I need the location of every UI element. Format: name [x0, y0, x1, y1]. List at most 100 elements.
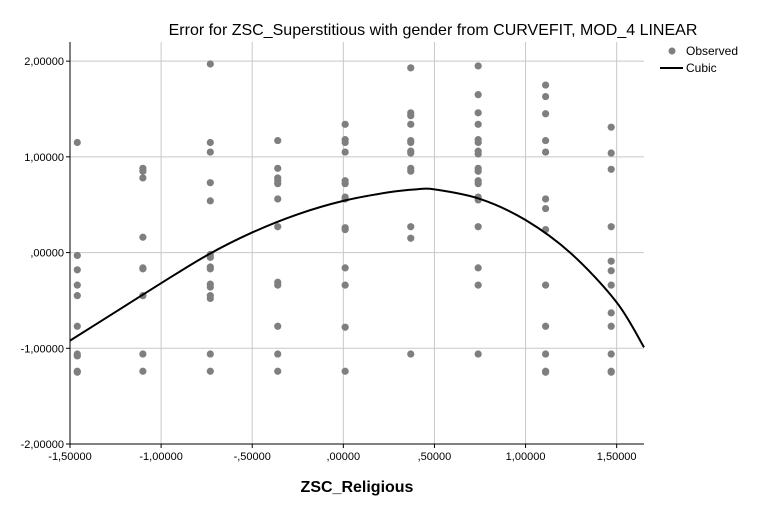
observed-point — [274, 367, 282, 375]
observed-point — [542, 92, 550, 101]
x-tick-label: -1,50000 — [48, 451, 91, 463]
legend-observed-marker — [668, 47, 676, 55]
observed-point — [474, 350, 482, 358]
observed-point — [474, 150, 482, 158]
observed-point — [341, 264, 349, 272]
y-tick-labels: -2,00000 -1,00000 ,00000 1,00000 2,00000 — [21, 56, 70, 451]
axes — [69, 42, 644, 445]
x-tick-label: -1,00000 — [139, 451, 182, 463]
observed-point — [341, 138, 349, 147]
observed-point — [139, 350, 147, 358]
observed-point — [407, 112, 415, 120]
x-tick-label: ,50000 — [418, 451, 452, 463]
observed-point — [474, 138, 482, 147]
observed-point — [73, 368, 81, 376]
observed-point — [607, 309, 615, 317]
observed-point — [607, 281, 615, 289]
observed-point — [73, 281, 81, 289]
observed-point — [139, 233, 147, 241]
observed-series — [73, 60, 615, 376]
observed-point — [274, 136, 282, 145]
observed-point — [274, 180, 282, 188]
observed-point — [474, 91, 482, 99]
observed-point — [341, 226, 349, 234]
observed-point — [341, 323, 349, 331]
observed-point — [341, 281, 349, 289]
observed-point — [73, 138, 81, 147]
observed-point — [407, 64, 415, 72]
observed-point — [341, 367, 349, 375]
observed-point — [474, 62, 482, 70]
observed-point — [206, 60, 214, 68]
observed-point — [407, 138, 415, 147]
observed-point — [274, 322, 282, 330]
chart-title: Error for ZSC_Superstitious with gender … — [169, 22, 698, 39]
observed-point — [139, 167, 147, 175]
observed-point — [206, 179, 214, 187]
observed-point — [542, 368, 550, 376]
observed-point — [341, 148, 349, 156]
observed-point — [474, 120, 482, 128]
observed-point — [139, 367, 147, 375]
observed-point — [206, 197, 214, 205]
observed-point — [542, 148, 550, 156]
observed-point — [206, 283, 214, 291]
observed-point — [407, 234, 415, 242]
observed-point — [542, 136, 550, 145]
observed-point — [542, 281, 550, 289]
observed-point — [274, 223, 282, 231]
y-tick-label: 1,00000 — [24, 152, 64, 164]
x-tick-labels: -1,50000 -1,00000 -,50000 ,00000 ,50000 1,000… — [48, 444, 637, 463]
observed-point — [73, 322, 81, 330]
observed-point — [274, 281, 282, 289]
y-tick-label: 2,00000 — [24, 56, 64, 68]
observed-point — [139, 265, 147, 273]
observed-point — [206, 138, 214, 147]
observed-point — [542, 195, 550, 203]
observed-point — [474, 167, 482, 175]
cubic-fit-line — [69, 187, 645, 348]
observed-point — [341, 120, 349, 128]
observed-point — [542, 110, 550, 118]
observed-point — [274, 195, 282, 203]
x-tick-label: 1,00000 — [506, 451, 546, 463]
observed-point — [607, 149, 615, 157]
observed-point — [542, 81, 550, 89]
observed-point — [274, 164, 282, 172]
observed-point — [407, 167, 415, 175]
observed-point — [607, 350, 615, 358]
observed-point — [407, 149, 415, 157]
x-tick-label: 1,50000 — [597, 451, 637, 463]
observed-point — [73, 266, 81, 274]
observed-point — [407, 223, 415, 231]
observed-point — [73, 352, 81, 360]
y-tick-label: -2,00000 — [21, 439, 64, 451]
legend-cubic-label: Cubic — [686, 61, 717, 75]
observed-point — [542, 322, 550, 330]
observed-point — [474, 223, 482, 231]
observed-point — [474, 264, 482, 272]
legend: Observed Cubic — [660, 44, 738, 75]
observed-point — [206, 350, 214, 358]
grid-lines — [69, 42, 644, 445]
observed-point — [407, 350, 415, 358]
legend-observed-label: Observed — [686, 44, 738, 58]
observed-point — [607, 223, 615, 231]
observed-point — [542, 204, 550, 213]
observed-point — [474, 281, 482, 289]
x-tick-label: ,00000 — [327, 451, 361, 463]
observed-point — [607, 257, 615, 265]
y-tick-label: ,00000 — [30, 248, 64, 260]
observed-point — [206, 148, 214, 156]
observed-point — [206, 367, 214, 375]
observed-point — [607, 267, 615, 275]
observed-point — [542, 350, 550, 358]
observed-point — [341, 180, 349, 188]
observed-point — [73, 251, 81, 260]
observed-point — [474, 109, 482, 117]
observed-point — [73, 292, 81, 300]
y-tick-label: -1,00000 — [21, 343, 64, 355]
observed-point — [607, 165, 615, 173]
